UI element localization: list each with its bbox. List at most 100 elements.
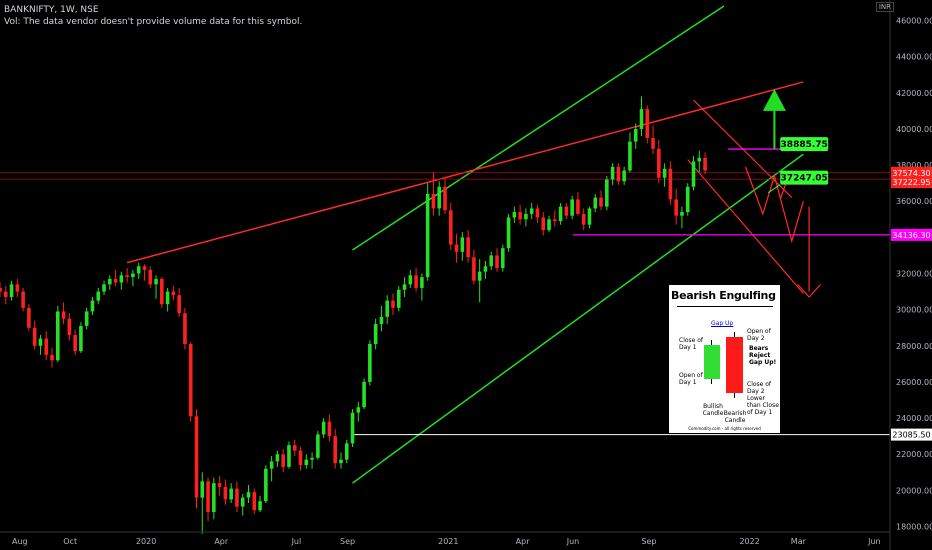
candle-body (454, 244, 459, 252)
candle-body (466, 237, 470, 258)
candle-up (38, 334, 43, 355)
y-tick-label: 24000.00 (896, 414, 932, 423)
candle-up (240, 493, 245, 516)
candle-down (564, 203, 569, 220)
bearish-candle (726, 337, 743, 393)
candle-down (391, 293, 395, 316)
candle-up (547, 215, 551, 232)
candle-body (570, 199, 574, 216)
candle-up (691, 156, 696, 191)
candle-up (339, 452, 343, 469)
candle-body (165, 291, 170, 305)
price-tag: 37222.95 (891, 176, 932, 189)
candle-up (529, 203, 534, 220)
candle-up (506, 213, 511, 252)
candle-body (131, 273, 135, 278)
candle-body (512, 212, 517, 218)
candle-body (44, 338, 49, 355)
candle-up (628, 132, 632, 173)
candle-body (9, 284, 14, 297)
projected-path (744, 166, 804, 244)
price-callout: 37247.05 (767, 170, 829, 194)
candle-up (321, 418, 326, 438)
candle-body (448, 210, 453, 245)
candle-body (529, 208, 534, 214)
candle-up (373, 318, 378, 350)
y-tick-label: 18000.00 (896, 523, 932, 532)
bearish-engulfing-inset: Bearish Engulfing Pattern Gap Up Close o… (669, 285, 780, 433)
candle-body (136, 266, 141, 274)
price-tag-box (891, 166, 932, 179)
candle-body (662, 168, 667, 178)
close-day1-label: Close of Day 1 (679, 337, 704, 351)
candle-body (258, 501, 262, 511)
price-tag-box (891, 176, 932, 189)
candle-body (90, 300, 95, 312)
price-tag: 34136.30 (891, 228, 932, 241)
y-tick-label: 28000.00 (896, 342, 932, 351)
candle-body (246, 492, 251, 498)
candle-body (327, 421, 332, 437)
candle-body (113, 278, 118, 283)
candle-body (501, 248, 505, 269)
candle-up (246, 484, 251, 504)
price-axis[interactable]: 18000.00 20000.00 22000.00 24000.00 26000.00… (889, 0, 932, 550)
candle-up (310, 452, 314, 469)
candle-body (79, 325, 83, 352)
candle-up (96, 287, 101, 305)
candle-down (472, 250, 476, 285)
x-tick-label: Sep (340, 537, 355, 546)
candle-body (368, 343, 372, 382)
candle-body (235, 488, 239, 507)
candle-body (489, 255, 494, 267)
open-day2-label: Open of Day 2 (747, 328, 771, 342)
x-tick-label: Mar (791, 537, 807, 546)
candle-body (425, 193, 430, 278)
candle-up (344, 439, 349, 464)
inset-footer: Commodity.com - all rights reserved (688, 426, 761, 431)
candle-up (102, 280, 106, 296)
callout-label: 38885.75 (781, 140, 828, 150)
green-channel-line (352, 5, 725, 251)
callout-box (780, 170, 829, 185)
candle-up (9, 280, 14, 301)
candle-up (165, 287, 170, 312)
candle-body (535, 208, 540, 218)
candle-body (206, 481, 210, 513)
candle-up (680, 206, 684, 229)
candle-down (581, 208, 586, 231)
candle-up (229, 483, 233, 504)
volume-note: Vol: The data vendor doesn't provide vol… (4, 17, 303, 27)
price-tag-label: 37574.30 (892, 169, 930, 178)
x-tick-label: 2020 (136, 537, 156, 546)
x-tick-label: Jun (566, 537, 580, 546)
y-tick-label: 22000.00 (896, 450, 932, 459)
candle-down (431, 172, 436, 216)
time-axis[interactable]: Aug Oct 2020 Apr Jul Sep 2021 Apr Jun Sep 2022 Mar J… (0, 531, 890, 546)
candle-down (645, 105, 650, 144)
y-tick-label: 44000.00 (896, 53, 932, 62)
close-day2-label: Close of Day 2 Lower than Close of Day 1 (747, 381, 779, 416)
candle-body (73, 334, 77, 352)
candle-body (142, 266, 147, 270)
candle-up (154, 275, 158, 299)
currency-label: INR (875, 2, 894, 12)
candle-up (610, 163, 615, 185)
candle-body (610, 166, 615, 180)
candle-up (685, 183, 690, 216)
candle-body (350, 412, 355, 444)
candle-body (593, 197, 598, 209)
price-tag-label: 23085.50 (892, 431, 930, 440)
candle-down (217, 475, 222, 496)
candle-up (570, 195, 574, 220)
candle-down (21, 287, 25, 312)
price-tag-box (891, 428, 932, 441)
candle-body (21, 291, 25, 308)
candle-body (269, 461, 274, 469)
candle-body (385, 300, 389, 317)
candle-down (194, 409, 199, 509)
candle-body (547, 219, 551, 231)
y-tick-label: 42000.00 (896, 89, 932, 98)
candle-body (316, 434, 320, 458)
